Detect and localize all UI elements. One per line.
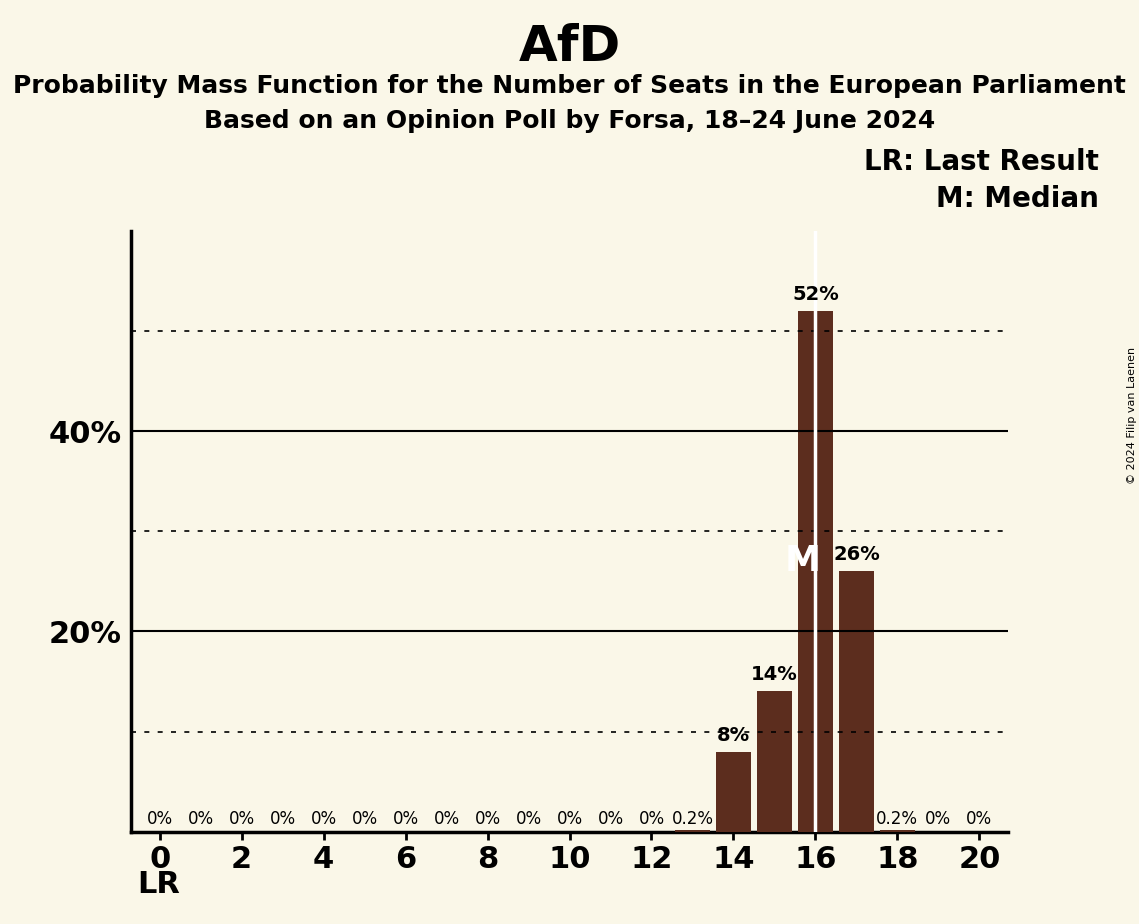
Text: 0%: 0% <box>229 809 255 828</box>
Bar <box>798 311 833 832</box>
Text: 0%: 0% <box>352 809 378 828</box>
Bar <box>675 830 710 832</box>
Text: AfD: AfD <box>518 23 621 71</box>
Text: M: M <box>785 544 821 578</box>
Text: 0%: 0% <box>966 809 992 828</box>
Text: LR: LR <box>137 869 180 899</box>
Bar <box>716 751 751 832</box>
Text: M: Median: M: Median <box>936 185 1099 213</box>
Text: 0%: 0% <box>598 809 623 828</box>
Text: 0%: 0% <box>638 809 664 828</box>
Text: 8%: 8% <box>716 725 749 745</box>
Text: 52%: 52% <box>792 286 838 304</box>
Text: 26%: 26% <box>833 545 879 565</box>
Text: 0%: 0% <box>270 809 296 828</box>
Text: 0%: 0% <box>925 809 951 828</box>
Text: 14%: 14% <box>751 665 797 685</box>
Text: 0%: 0% <box>393 809 419 828</box>
Text: 0.2%: 0.2% <box>672 809 713 828</box>
Bar <box>880 830 915 832</box>
Text: 0%: 0% <box>516 809 541 828</box>
Text: 0%: 0% <box>188 809 214 828</box>
Bar <box>839 571 874 832</box>
Text: 0%: 0% <box>557 809 582 828</box>
Text: LR: Last Result: LR: Last Result <box>865 148 1099 176</box>
Text: Probability Mass Function for the Number of Seats in the European Parliament: Probability Mass Function for the Number… <box>13 74 1126 98</box>
Text: 0%: 0% <box>311 809 337 828</box>
Text: Based on an Opinion Poll by Forsa, 18–24 June 2024: Based on an Opinion Poll by Forsa, 18–24… <box>204 109 935 133</box>
Text: 0.2%: 0.2% <box>876 809 918 828</box>
Text: 0%: 0% <box>147 809 173 828</box>
Text: © 2024 Filip van Laenen: © 2024 Filip van Laenen <box>1126 347 1137 484</box>
Text: 0%: 0% <box>475 809 501 828</box>
Bar <box>757 691 792 832</box>
Text: 0%: 0% <box>434 809 460 828</box>
